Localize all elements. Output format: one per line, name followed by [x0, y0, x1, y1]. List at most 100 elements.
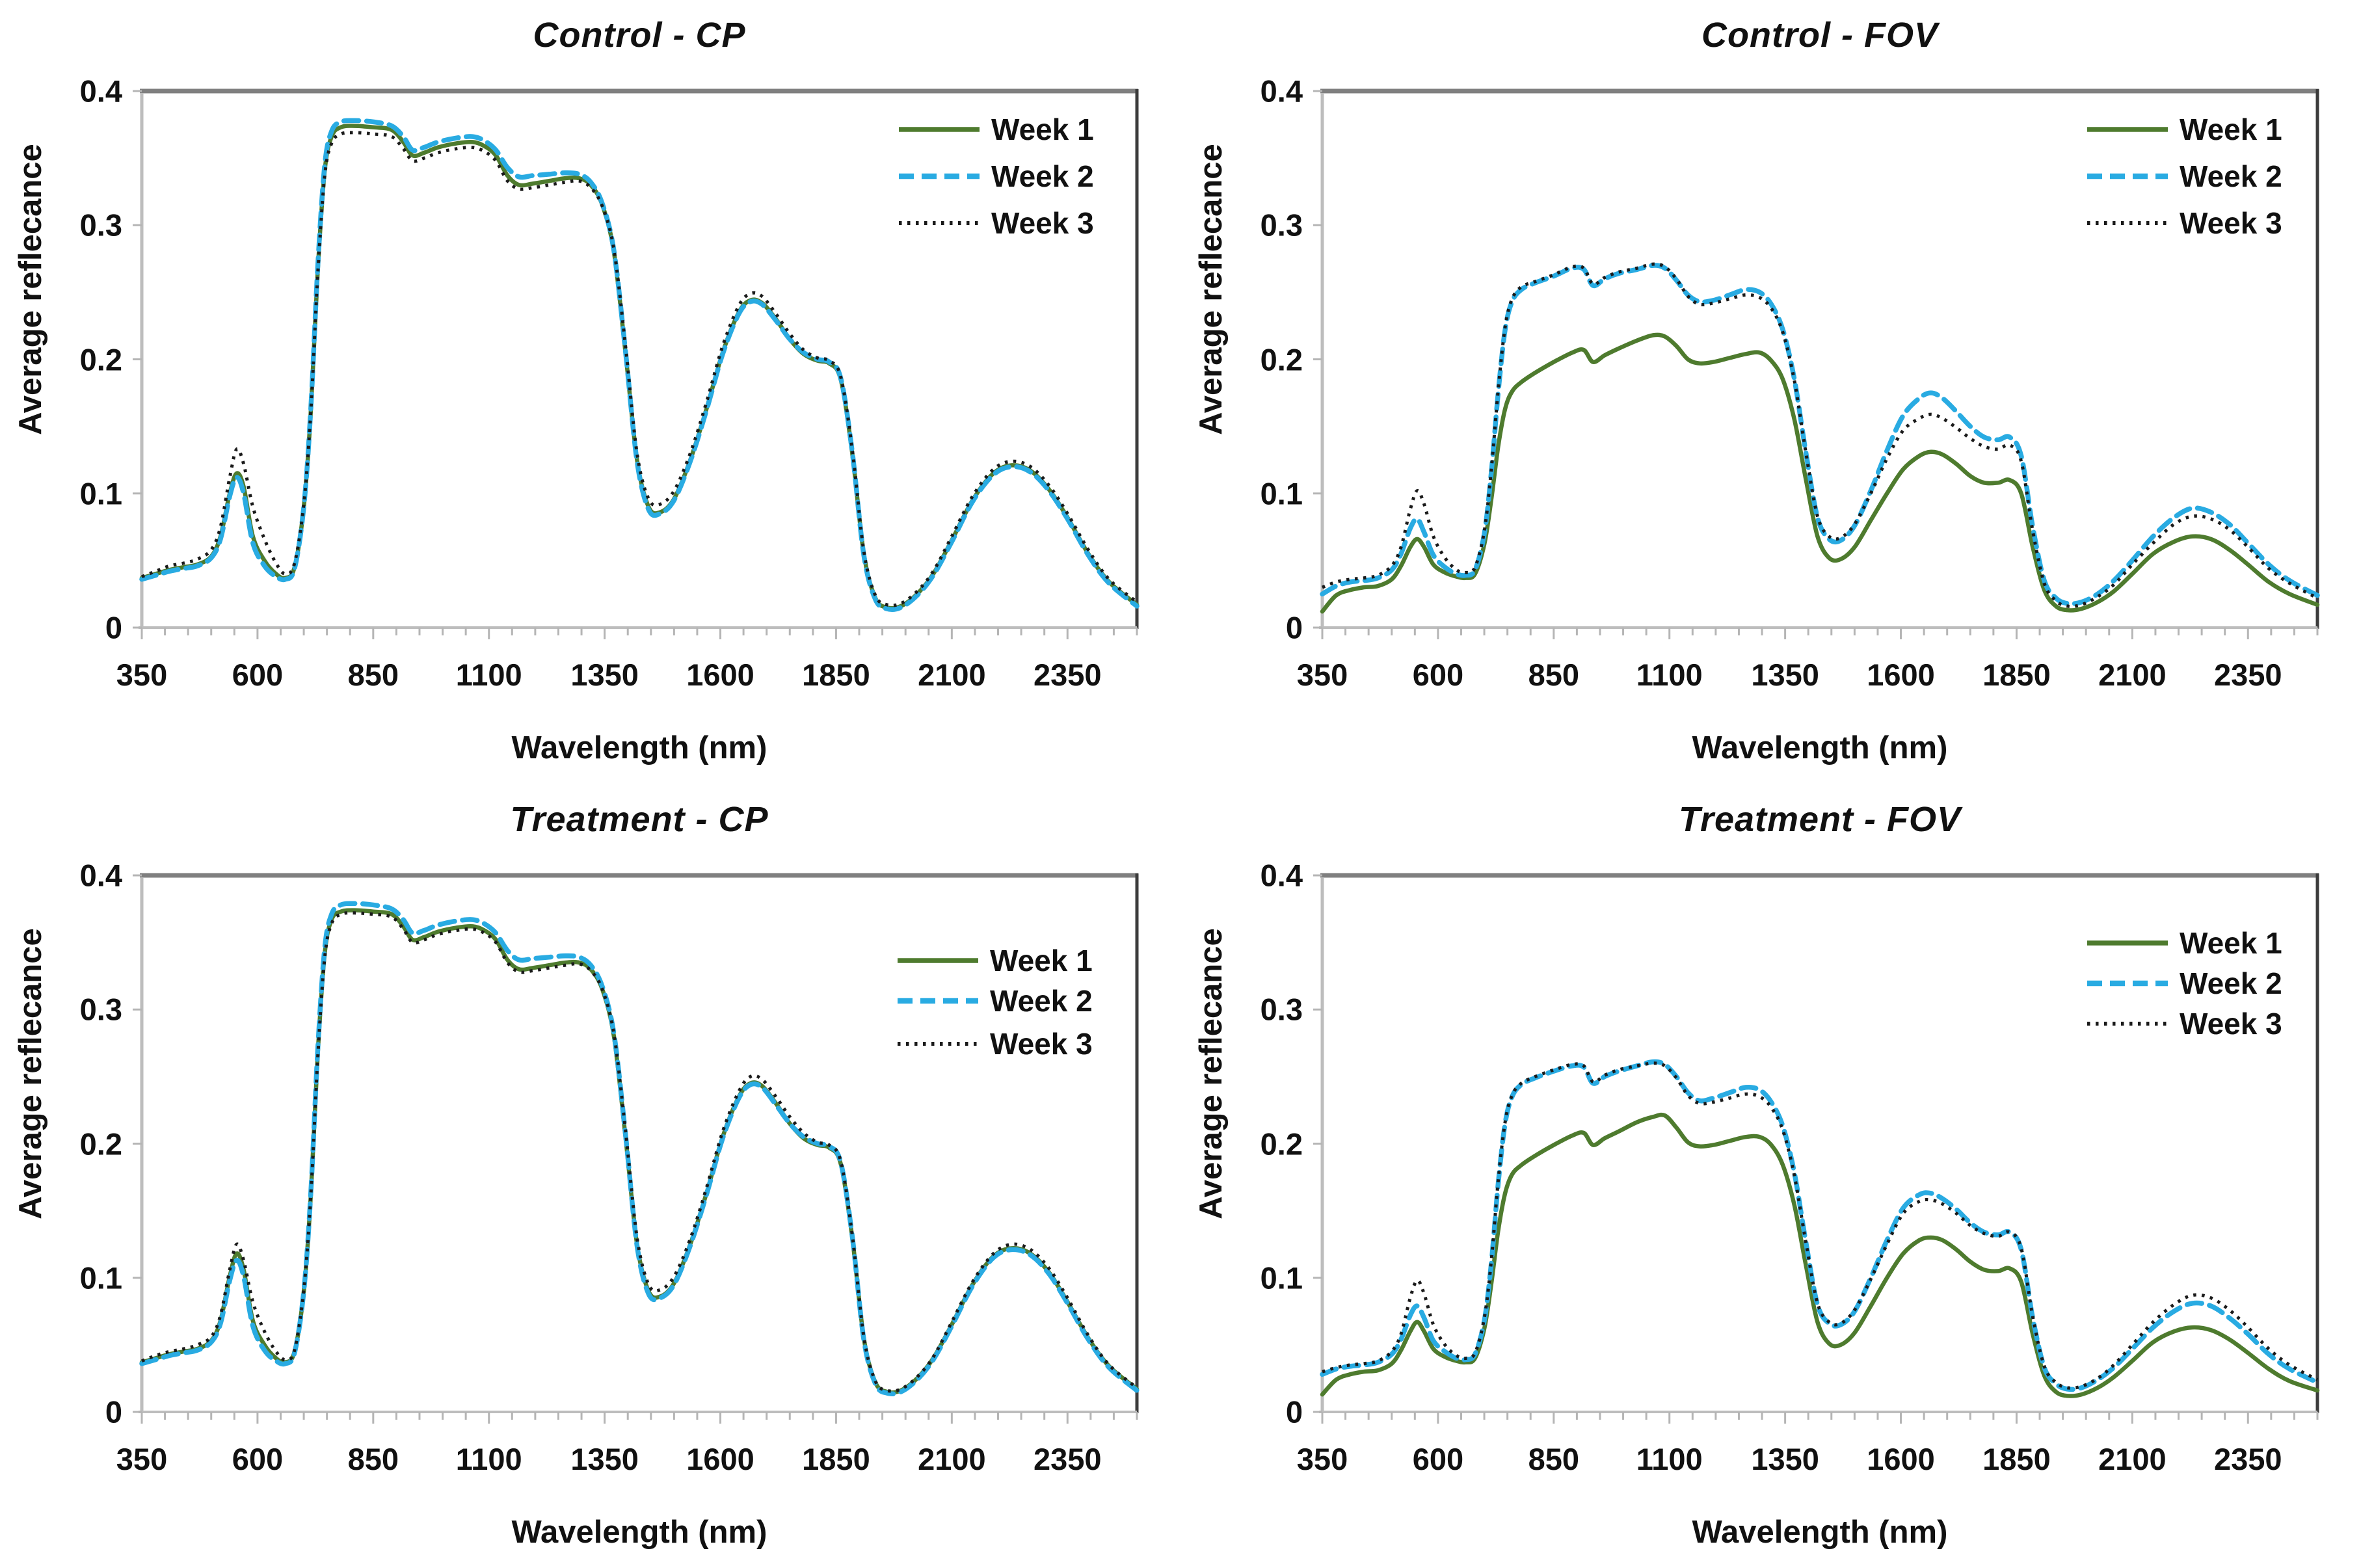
y-ticks — [1313, 874, 1322, 1413]
legend-label: Week 3 — [990, 1027, 1093, 1061]
legend-entry-week-3: Week 3 — [896, 1026, 1093, 1061]
y-tick-label-0.1: 0.1 — [79, 476, 122, 511]
chart-title: Treatment - CP — [510, 800, 769, 839]
series-line-week-2 — [139, 901, 1140, 1397]
y-ticks — [133, 874, 142, 1413]
y-ticks — [1313, 90, 1322, 629]
legend-line-sample — [2087, 127, 2168, 132]
x-tick-label-1850: 1850 — [1982, 1442, 2051, 1476]
y-tick-label-0.4: 0.4 — [1260, 858, 1303, 893]
y-tick-label-0.2: 0.2 — [1260, 342, 1303, 377]
series-line-week-3 — [141, 131, 1138, 607]
x-axis-title: Wavelength (nm) — [511, 730, 767, 765]
legend-label: Week 1 — [2180, 113, 2282, 146]
series-line-week-2 — [1320, 263, 2320, 607]
y-ticks — [133, 90, 142, 629]
legend-label: Week 1 — [991, 113, 1094, 146]
x-tick-label-1850: 1850 — [1982, 658, 2051, 692]
legend-entry-week-1: Week 1 — [898, 112, 1094, 147]
x-tick-label-1100: 1100 — [455, 1442, 522, 1476]
legend-entry-week-2: Week 2 — [2086, 159, 2282, 194]
x-tick-label-350: 350 — [1296, 658, 1348, 692]
legend-line-sample — [2087, 221, 2168, 225]
y-tick-label-0.3: 0.3 — [1260, 992, 1303, 1027]
chart-treatment-cp: Treatment - CP Average reflecance Wavele… — [0, 784, 1180, 1568]
legend-label: Week 2 — [990, 984, 1093, 1018]
x-tick-label-1850: 1850 — [802, 1442, 870, 1476]
x-tick-label-1350: 1350 — [1751, 658, 1819, 692]
x-axis-title: Wavelength (nm) — [511, 1515, 767, 1550]
series-group — [1320, 262, 2320, 614]
legend-line-sample — [898, 958, 978, 963]
y-tick-label-0.2: 0.2 — [79, 342, 122, 377]
series-line-week-2 — [1320, 1059, 2320, 1392]
chart-title: Control - FOV — [1701, 16, 1938, 55]
y-tick-label-0.3: 0.3 — [1260, 207, 1303, 243]
x-tick-label-2100: 2100 — [918, 1442, 986, 1476]
y-tick-label-0.1: 0.1 — [1260, 476, 1303, 511]
series-line-week-3 — [1322, 262, 2319, 608]
x-tick-label-350: 350 — [116, 1442, 168, 1476]
series-group — [1320, 1059, 2320, 1398]
x-axis-title: Wavelength (nm) — [1692, 730, 1948, 765]
x-tick-label-350: 350 — [1296, 1442, 1348, 1476]
x-tick-label-1600: 1600 — [686, 658, 754, 692]
legend-entry-week-1: Week 1 — [2086, 112, 2282, 147]
chart-treatment-fov: Treatment - FOV Average reflecance Wavel… — [1180, 784, 2361, 1568]
series-line-week-2 — [139, 118, 1140, 613]
series-line-week-1 — [139, 124, 1140, 611]
series-line-week-1 — [1320, 332, 2320, 614]
y-tick-label-0: 0 — [105, 610, 122, 645]
legend-entry-week-2: Week 2 — [896, 983, 1093, 1018]
legend-entry-week-2: Week 2 — [2086, 966, 2282, 1001]
y-tick-label-0: 0 — [1285, 610, 1303, 645]
x-tick-label-1100: 1100 — [1636, 1442, 1703, 1476]
plot-area — [1180, 0, 2361, 784]
y-tick-label-0.3: 0.3 — [79, 992, 122, 1027]
legend-label: Week 1 — [2180, 926, 2282, 960]
y-tick-label-0.1: 0.1 — [79, 1260, 122, 1296]
legend-label: Week 2 — [991, 159, 1094, 193]
legend-line-sample — [899, 221, 980, 225]
legend-line-sample — [2087, 980, 2168, 987]
legend-entry-week-3: Week 3 — [898, 206, 1094, 241]
plot-canvas-treatment-fov — [1313, 873, 2320, 1424]
x-ticks — [1321, 1412, 2319, 1424]
x-axis-title: Wavelength (nm) — [1692, 1515, 1948, 1550]
x-ticks — [140, 1412, 1138, 1424]
legend-label: Week 2 — [2180, 966, 2282, 1000]
x-tick-label-350: 350 — [116, 658, 168, 692]
x-tick-label-850: 850 — [1528, 658, 1580, 692]
series-line-week-1 — [1320, 1112, 2320, 1398]
legend-entry-week-2: Week 2 — [898, 159, 1094, 194]
series-line-week-1 — [139, 908, 1140, 1395]
x-tick-label-2350: 2350 — [1033, 1442, 1102, 1476]
y-tick-label-0.3: 0.3 — [79, 207, 122, 243]
legend-line-sample — [2087, 1022, 2168, 1026]
x-tick-label-600: 600 — [1412, 658, 1464, 692]
chart-control-fov: Control - FOV Average reflecance Wavelen… — [1180, 0, 2361, 784]
y-tick-label-0.2: 0.2 — [1260, 1126, 1303, 1161]
legend-entry-week-3: Week 3 — [2086, 206, 2282, 241]
y-tick-label-0: 0 — [105, 1394, 122, 1429]
chart-control-cp: Control - CP Average reflecance Waveleng… — [0, 0, 1180, 784]
legend-line-sample — [899, 127, 980, 132]
legend-line-sample — [898, 998, 978, 1004]
plot-canvas-treatment-cp — [133, 873, 1140, 1424]
x-tick-label-600: 600 — [232, 1442, 284, 1476]
legend-entry-week-1: Week 1 — [2086, 925, 2282, 961]
legend-label: Week 1 — [990, 944, 1093, 977]
x-tick-label-2350: 2350 — [2213, 1442, 2282, 1476]
x-tick-label-1600: 1600 — [1867, 658, 1935, 692]
y-tick-label-0: 0 — [1285, 1394, 1303, 1429]
plot-canvas-control-cp — [133, 88, 1140, 639]
x-tick-label-1100: 1100 — [455, 658, 522, 692]
x-tick-label-2100: 2100 — [2098, 1442, 2167, 1476]
legend-label: Week 2 — [2180, 159, 2282, 193]
legend-line-sample — [899, 173, 980, 179]
x-tick-label-850: 850 — [347, 658, 399, 692]
chart-title: Control - CP — [533, 16, 746, 55]
x-tick-label-600: 600 — [1412, 1442, 1464, 1476]
chart-title: Treatment - FOV — [1678, 800, 1962, 839]
